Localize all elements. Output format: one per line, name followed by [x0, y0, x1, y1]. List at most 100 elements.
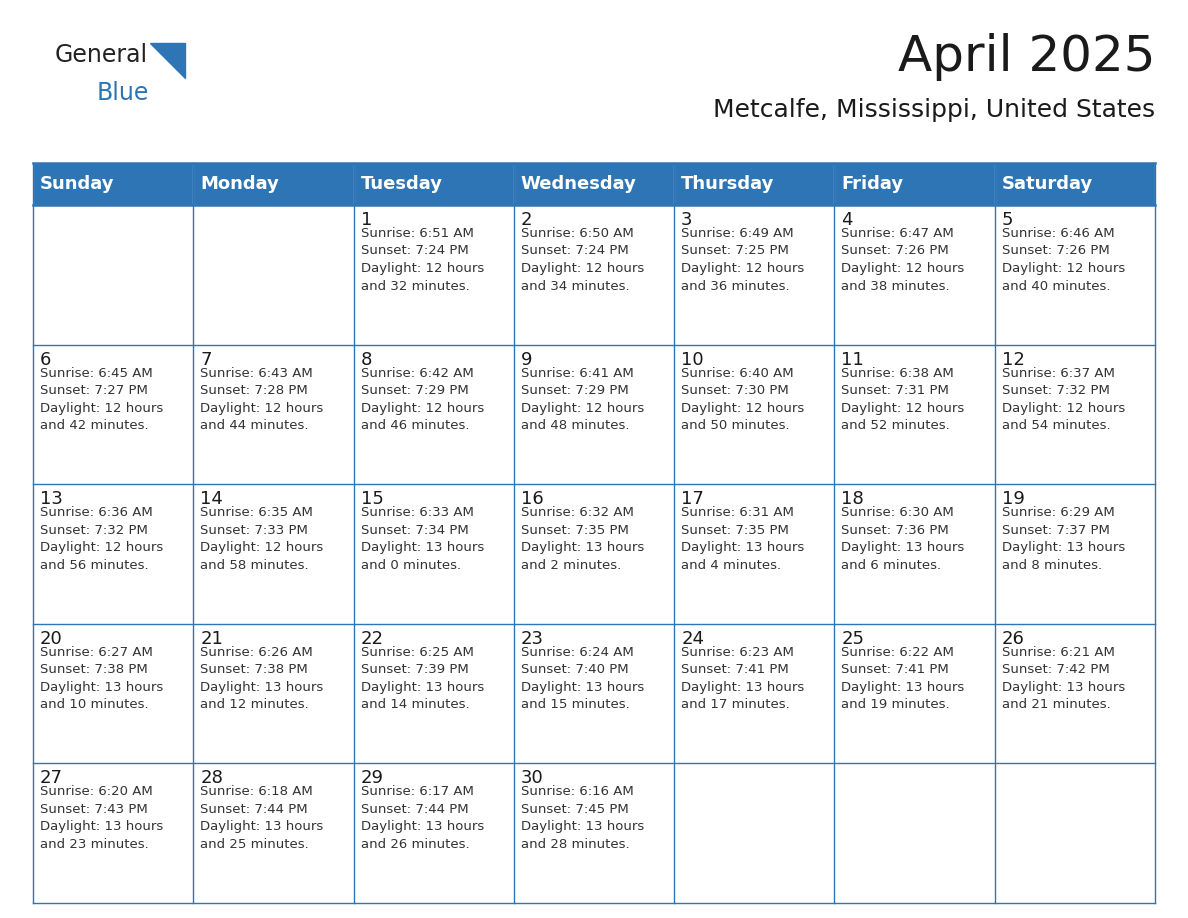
Text: Sunrise: 6:37 AM
Sunset: 7:32 PM
Daylight: 12 hours
and 54 minutes.: Sunrise: 6:37 AM Sunset: 7:32 PM Dayligh…: [1001, 366, 1125, 432]
Bar: [194, 205, 354, 344]
Bar: [354, 344, 514, 484]
Text: 23: 23: [520, 630, 544, 648]
Text: Sunrise: 6:26 AM
Sunset: 7:38 PM
Daylight: 13 hours
and 12 minutes.: Sunrise: 6:26 AM Sunset: 7:38 PM Dayligh…: [201, 645, 323, 711]
Bar: [674, 344, 834, 484]
Text: 6: 6: [40, 351, 51, 369]
Text: 16: 16: [520, 490, 544, 509]
Text: 12: 12: [1001, 351, 1024, 369]
Text: Sunrise: 6:25 AM
Sunset: 7:39 PM
Daylight: 13 hours
and 14 minutes.: Sunrise: 6:25 AM Sunset: 7:39 PM Dayligh…: [361, 645, 484, 711]
Text: Sunrise: 6:42 AM
Sunset: 7:29 PM
Daylight: 12 hours
and 46 minutes.: Sunrise: 6:42 AM Sunset: 7:29 PM Dayligh…: [361, 366, 484, 432]
Bar: [354, 163, 514, 205]
Text: 15: 15: [361, 490, 384, 509]
Text: 24: 24: [681, 630, 704, 648]
Bar: [514, 624, 674, 764]
Bar: [994, 764, 1155, 903]
Bar: [354, 764, 514, 903]
Bar: [994, 344, 1155, 484]
Text: Sunrise: 6:20 AM
Sunset: 7:43 PM
Daylight: 13 hours
and 23 minutes.: Sunrise: 6:20 AM Sunset: 7:43 PM Dayligh…: [40, 786, 163, 851]
Bar: [834, 764, 994, 903]
Text: 14: 14: [201, 490, 223, 509]
Bar: [33, 764, 194, 903]
Bar: [194, 163, 354, 205]
Bar: [834, 624, 994, 764]
Text: 20: 20: [40, 630, 63, 648]
Bar: [514, 205, 674, 344]
Text: Thursday: Thursday: [681, 175, 775, 193]
Text: 25: 25: [841, 630, 865, 648]
Polygon shape: [150, 43, 185, 78]
Text: 10: 10: [681, 351, 703, 369]
Bar: [33, 344, 194, 484]
Text: Wednesday: Wednesday: [520, 175, 637, 193]
Text: Sunrise: 6:45 AM
Sunset: 7:27 PM
Daylight: 12 hours
and 42 minutes.: Sunrise: 6:45 AM Sunset: 7:27 PM Dayligh…: [40, 366, 163, 432]
Bar: [194, 344, 354, 484]
Text: 5: 5: [1001, 211, 1013, 229]
Text: Sunrise: 6:38 AM
Sunset: 7:31 PM
Daylight: 12 hours
and 52 minutes.: Sunrise: 6:38 AM Sunset: 7:31 PM Dayligh…: [841, 366, 965, 432]
Bar: [994, 624, 1155, 764]
Text: Sunrise: 6:24 AM
Sunset: 7:40 PM
Daylight: 13 hours
and 15 minutes.: Sunrise: 6:24 AM Sunset: 7:40 PM Dayligh…: [520, 645, 644, 711]
Text: Sunday: Sunday: [40, 175, 114, 193]
Text: Sunrise: 6:33 AM
Sunset: 7:34 PM
Daylight: 13 hours
and 0 minutes.: Sunrise: 6:33 AM Sunset: 7:34 PM Dayligh…: [361, 506, 484, 572]
Text: Sunrise: 6:27 AM
Sunset: 7:38 PM
Daylight: 13 hours
and 10 minutes.: Sunrise: 6:27 AM Sunset: 7:38 PM Dayligh…: [40, 645, 163, 711]
Bar: [354, 624, 514, 764]
Text: Tuesday: Tuesday: [361, 175, 443, 193]
Bar: [674, 624, 834, 764]
Text: 17: 17: [681, 490, 704, 509]
Bar: [834, 344, 994, 484]
Bar: [834, 484, 994, 624]
Bar: [33, 205, 194, 344]
Bar: [354, 484, 514, 624]
Bar: [514, 163, 674, 205]
Bar: [994, 484, 1155, 624]
Text: Sunrise: 6:17 AM
Sunset: 7:44 PM
Daylight: 13 hours
and 26 minutes.: Sunrise: 6:17 AM Sunset: 7:44 PM Dayligh…: [361, 786, 484, 851]
Text: April 2025: April 2025: [897, 33, 1155, 81]
Bar: [514, 484, 674, 624]
Text: Sunrise: 6:18 AM
Sunset: 7:44 PM
Daylight: 13 hours
and 25 minutes.: Sunrise: 6:18 AM Sunset: 7:44 PM Dayligh…: [201, 786, 323, 851]
Bar: [674, 163, 834, 205]
Text: 29: 29: [361, 769, 384, 788]
Text: Sunrise: 6:40 AM
Sunset: 7:30 PM
Daylight: 12 hours
and 50 minutes.: Sunrise: 6:40 AM Sunset: 7:30 PM Dayligh…: [681, 366, 804, 432]
Text: Saturday: Saturday: [1001, 175, 1093, 193]
Bar: [354, 205, 514, 344]
Text: Sunrise: 6:50 AM
Sunset: 7:24 PM
Daylight: 12 hours
and 34 minutes.: Sunrise: 6:50 AM Sunset: 7:24 PM Dayligh…: [520, 227, 644, 293]
Text: 18: 18: [841, 490, 864, 509]
Text: 27: 27: [40, 769, 63, 788]
Text: Sunrise: 6:22 AM
Sunset: 7:41 PM
Daylight: 13 hours
and 19 minutes.: Sunrise: 6:22 AM Sunset: 7:41 PM Dayligh…: [841, 645, 965, 711]
Bar: [994, 163, 1155, 205]
Text: 19: 19: [1001, 490, 1024, 509]
Bar: [33, 163, 194, 205]
Text: 30: 30: [520, 769, 544, 788]
Text: 21: 21: [201, 630, 223, 648]
Text: 28: 28: [201, 769, 223, 788]
Text: 11: 11: [841, 351, 864, 369]
Text: Sunrise: 6:21 AM
Sunset: 7:42 PM
Daylight: 13 hours
and 21 minutes.: Sunrise: 6:21 AM Sunset: 7:42 PM Dayligh…: [1001, 645, 1125, 711]
Bar: [994, 205, 1155, 344]
Bar: [194, 624, 354, 764]
Bar: [834, 205, 994, 344]
Text: Sunrise: 6:36 AM
Sunset: 7:32 PM
Daylight: 12 hours
and 56 minutes.: Sunrise: 6:36 AM Sunset: 7:32 PM Dayligh…: [40, 506, 163, 572]
Text: Sunrise: 6:30 AM
Sunset: 7:36 PM
Daylight: 13 hours
and 6 minutes.: Sunrise: 6:30 AM Sunset: 7:36 PM Dayligh…: [841, 506, 965, 572]
Text: Sunrise: 6:49 AM
Sunset: 7:25 PM
Daylight: 12 hours
and 36 minutes.: Sunrise: 6:49 AM Sunset: 7:25 PM Dayligh…: [681, 227, 804, 293]
Text: Sunrise: 6:43 AM
Sunset: 7:28 PM
Daylight: 12 hours
and 44 minutes.: Sunrise: 6:43 AM Sunset: 7:28 PM Dayligh…: [201, 366, 323, 432]
Text: Sunrise: 6:29 AM
Sunset: 7:37 PM
Daylight: 13 hours
and 8 minutes.: Sunrise: 6:29 AM Sunset: 7:37 PM Dayligh…: [1001, 506, 1125, 572]
Text: Sunrise: 6:41 AM
Sunset: 7:29 PM
Daylight: 12 hours
and 48 minutes.: Sunrise: 6:41 AM Sunset: 7:29 PM Dayligh…: [520, 366, 644, 432]
Bar: [514, 344, 674, 484]
Text: Sunrise: 6:32 AM
Sunset: 7:35 PM
Daylight: 13 hours
and 2 minutes.: Sunrise: 6:32 AM Sunset: 7:35 PM Dayligh…: [520, 506, 644, 572]
Text: Sunrise: 6:35 AM
Sunset: 7:33 PM
Daylight: 12 hours
and 58 minutes.: Sunrise: 6:35 AM Sunset: 7:33 PM Dayligh…: [201, 506, 323, 572]
Text: 9: 9: [520, 351, 532, 369]
Text: 8: 8: [361, 351, 372, 369]
Bar: [674, 205, 834, 344]
Text: 3: 3: [681, 211, 693, 229]
Text: Sunrise: 6:16 AM
Sunset: 7:45 PM
Daylight: 13 hours
and 28 minutes.: Sunrise: 6:16 AM Sunset: 7:45 PM Dayligh…: [520, 786, 644, 851]
Text: Sunrise: 6:47 AM
Sunset: 7:26 PM
Daylight: 12 hours
and 38 minutes.: Sunrise: 6:47 AM Sunset: 7:26 PM Dayligh…: [841, 227, 965, 293]
Text: Sunrise: 6:23 AM
Sunset: 7:41 PM
Daylight: 13 hours
and 17 minutes.: Sunrise: 6:23 AM Sunset: 7:41 PM Dayligh…: [681, 645, 804, 711]
Bar: [834, 163, 994, 205]
Text: 7: 7: [201, 351, 211, 369]
Text: 2: 2: [520, 211, 532, 229]
Text: Sunrise: 6:31 AM
Sunset: 7:35 PM
Daylight: 13 hours
and 4 minutes.: Sunrise: 6:31 AM Sunset: 7:35 PM Dayligh…: [681, 506, 804, 572]
Text: 26: 26: [1001, 630, 1024, 648]
Text: Friday: Friday: [841, 175, 904, 193]
Bar: [33, 624, 194, 764]
Text: Sunrise: 6:51 AM
Sunset: 7:24 PM
Daylight: 12 hours
and 32 minutes.: Sunrise: 6:51 AM Sunset: 7:24 PM Dayligh…: [361, 227, 484, 293]
Text: General: General: [55, 43, 148, 67]
